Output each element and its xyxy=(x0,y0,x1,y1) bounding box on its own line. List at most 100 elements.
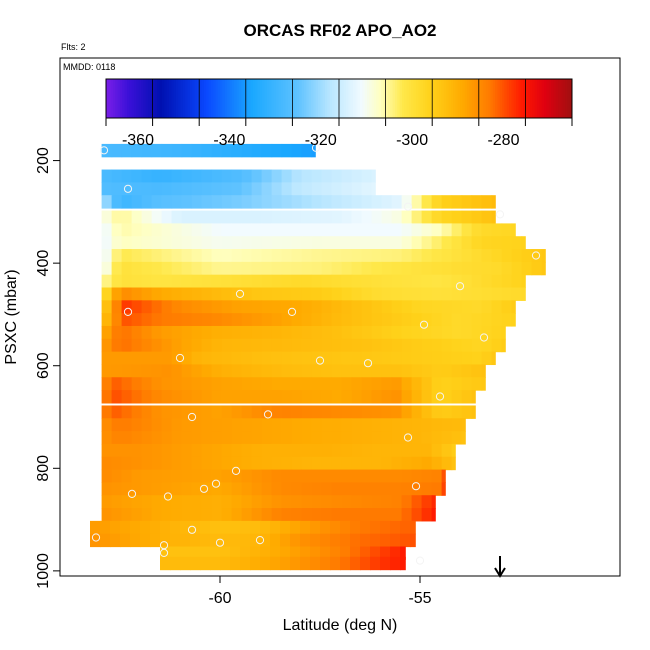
heatmap-cell xyxy=(151,456,163,471)
heatmap-cell xyxy=(141,390,153,404)
heatmap-cell xyxy=(241,431,253,445)
heatmap-cell xyxy=(461,431,466,445)
heatmap-cell xyxy=(451,300,463,314)
heatmap-cell xyxy=(471,377,483,391)
heatmap-cell xyxy=(231,313,243,327)
heatmap-cell xyxy=(391,313,403,327)
heatmap-cell xyxy=(411,351,423,366)
data-point xyxy=(411,482,421,491)
heatmap-cell xyxy=(291,351,303,366)
heatmap-cell xyxy=(351,508,363,522)
heatmap-cell xyxy=(231,182,243,196)
heatmap-cell xyxy=(491,249,503,263)
heatmap-cell xyxy=(151,274,163,289)
heatmap-cell xyxy=(191,377,203,391)
heatmap-cell xyxy=(141,508,153,522)
heatmap-cell xyxy=(351,351,363,366)
heatmap-cell xyxy=(240,556,251,571)
heatmap-cell xyxy=(201,325,213,340)
heatmap-cell xyxy=(191,195,203,209)
heatmap-cell xyxy=(211,456,223,471)
colorbar-strip xyxy=(460,79,463,118)
heatmap-cell xyxy=(271,261,283,276)
heatmap-cell xyxy=(111,143,123,158)
colorbar-strip xyxy=(327,79,331,118)
heatmap-cell xyxy=(200,520,211,535)
data-point xyxy=(159,548,169,558)
heatmap-cell xyxy=(371,300,383,314)
colorbar-strip xyxy=(320,79,324,118)
heatmap-cell xyxy=(211,431,223,445)
colorbar-strip xyxy=(448,79,452,118)
colorbar-strip xyxy=(527,79,531,118)
heatmap-cell xyxy=(231,390,243,404)
heatmap-cell xyxy=(171,195,183,209)
colorbar-strip xyxy=(287,79,291,118)
colorbar-strip xyxy=(348,79,352,118)
heatmap-cell xyxy=(131,443,143,458)
heatmap-cell xyxy=(391,261,403,276)
heatmap-cell xyxy=(461,405,473,419)
heatmap-cell xyxy=(371,456,383,471)
heatmap-cell xyxy=(361,377,373,391)
colorbar-strip xyxy=(241,79,244,118)
heatmap-cell xyxy=(201,287,213,301)
heatmap-cell xyxy=(161,143,173,158)
heatmap-cell xyxy=(151,469,163,483)
heatmap-cell xyxy=(121,495,133,509)
colorbar-strip xyxy=(255,79,258,118)
heatmap-cell xyxy=(251,405,263,419)
heatmap-cell xyxy=(131,223,143,237)
colorbar-strip xyxy=(485,79,489,118)
heatmap-cell xyxy=(141,210,153,224)
colorbar-strip xyxy=(439,79,443,118)
heatmap-cell xyxy=(191,143,203,158)
heatmap-cell xyxy=(340,556,351,571)
heatmap-cell xyxy=(191,261,203,276)
data-point xyxy=(455,282,465,291)
heatmap-cell xyxy=(310,546,321,560)
heatmap-cell xyxy=(231,249,243,263)
colorbar-strip xyxy=(283,79,286,118)
heatmap-cell xyxy=(101,236,113,250)
heatmap-cell xyxy=(381,223,393,237)
heatmap-cell xyxy=(190,546,201,560)
heatmap-cell xyxy=(401,261,413,276)
heatmap-cell xyxy=(191,287,203,301)
heatmap-cell xyxy=(271,431,283,445)
colorbar-strip xyxy=(126,79,130,118)
heatmap-cell xyxy=(361,338,373,353)
data-point xyxy=(127,489,137,498)
heatmap-cell xyxy=(300,520,311,535)
heatmap-cell xyxy=(441,249,453,263)
heatmap-cell xyxy=(511,300,516,314)
heatmap-cell xyxy=(241,143,253,158)
heatmap-cell xyxy=(121,405,133,419)
heatmap-cell xyxy=(471,223,483,237)
heatmap-cell xyxy=(210,533,221,548)
heatmap-cell xyxy=(371,236,383,250)
heatmap-cell xyxy=(421,390,433,404)
data-point xyxy=(479,333,489,342)
heatmap-cell xyxy=(471,195,483,209)
heatmap-cell xyxy=(401,274,413,289)
heatmap-cell xyxy=(271,210,283,224)
colorbar-strip xyxy=(371,79,375,118)
heatmap-cell xyxy=(431,261,443,276)
heatmap-cell xyxy=(381,274,393,289)
heatmap-cell xyxy=(141,195,153,209)
heatmap-cell xyxy=(221,236,233,250)
heatmap-cell xyxy=(240,520,251,535)
heatmap-cell xyxy=(250,556,261,571)
heatmap-cell xyxy=(111,456,123,471)
heatmap-cell xyxy=(391,249,403,263)
heatmap-cell xyxy=(301,313,313,327)
colorbar-strip xyxy=(341,79,345,118)
colorbar-strip xyxy=(385,79,389,118)
arrow-head xyxy=(494,567,506,578)
heatmap-cell xyxy=(291,482,303,496)
heatmap-cell xyxy=(481,325,493,340)
heatmap-cell xyxy=(110,520,121,535)
heatmap-cell xyxy=(431,469,443,483)
flight-points xyxy=(91,143,541,565)
